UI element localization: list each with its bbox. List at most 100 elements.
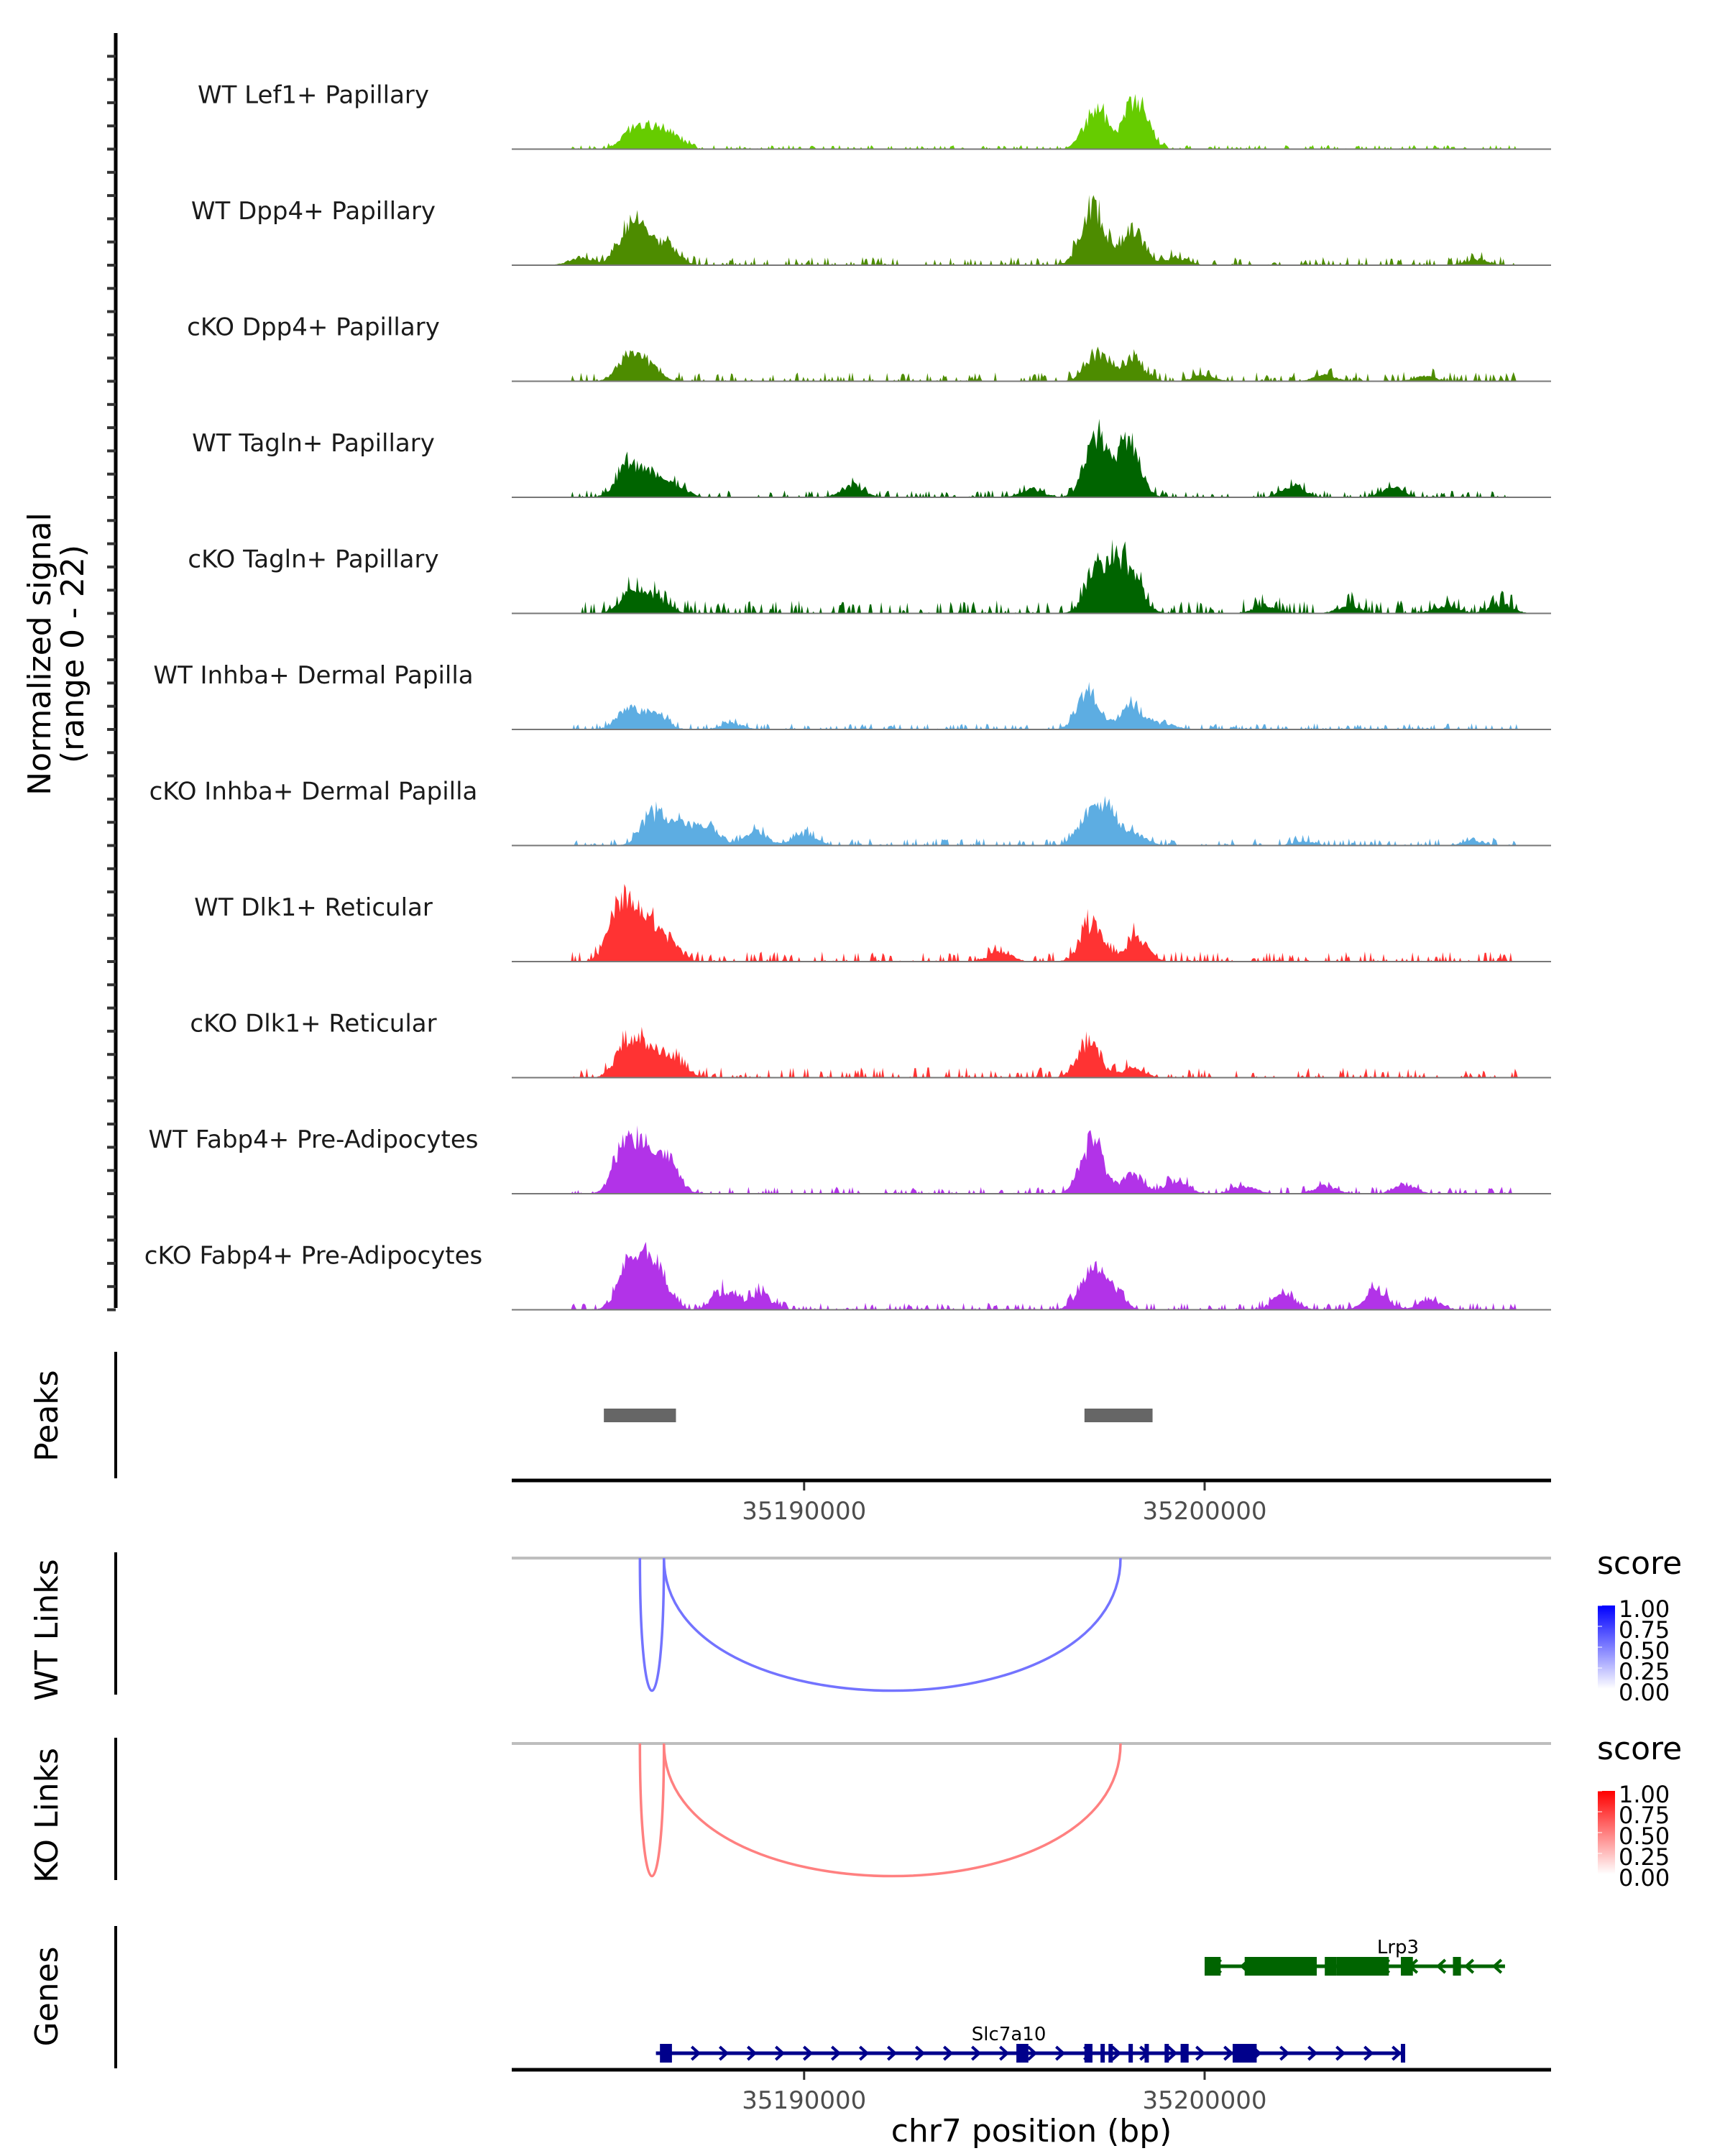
- link-arc: [638, 1557, 666, 1692]
- strand-arrow-right-icon: [775, 2045, 786, 2061]
- strand-arrow-right-icon: [1027, 2045, 1038, 2061]
- coverage-track: WT Dpp4+ Papillary: [191, 195, 1551, 266]
- coverage-track: WT Inhba+ Dermal Papilla: [153, 661, 1551, 730]
- link-arc: [662, 1743, 1122, 1878]
- coverage-track: cKO Fabp4+ Pre-Adipocytes: [144, 1242, 1551, 1311]
- gene-name-label: Lrp3: [1377, 1937, 1419, 1958]
- signal-area: [512, 884, 1551, 962]
- signal-area: [512, 1026, 1551, 1078]
- strand-arrow-right-icon: [1111, 2045, 1122, 2061]
- signal-area: [512, 93, 1551, 149]
- legend-label: 0.00: [1619, 1679, 1670, 1706]
- gene-exon: [1084, 2044, 1092, 2063]
- links-track-label: WT Links: [29, 1559, 65, 1700]
- coverage-track: cKO Dpp4+ Papillary: [187, 313, 1551, 382]
- strand-arrow-right-icon: [859, 2045, 870, 2061]
- peak-ranges: [604, 1409, 1153, 1422]
- link-arc: [638, 1743, 666, 1877]
- peak-range: [604, 1409, 676, 1422]
- x-tick-label: 35200000: [1142, 2086, 1266, 2115]
- gene-exon: [1108, 2044, 1113, 2063]
- gene-exon: [1233, 2044, 1257, 2063]
- peak-range: [1084, 1409, 1153, 1422]
- legend-label: 1.00: [1619, 1595, 1670, 1623]
- gene-exon: [1325, 1957, 1337, 1976]
- signal-area: [512, 681, 1551, 729]
- strand-arrow-right-icon: [1195, 2045, 1206, 2061]
- strand-arrow-right-icon: [915, 2045, 926, 2061]
- coverage-track: cKO Tagln+ Papillary: [188, 539, 1551, 614]
- coverage-left-ticks: [107, 55, 116, 1312]
- strand-arrow-right-icon: [747, 2045, 758, 2061]
- x-axis-bottom-ticks: 35190000 35200000: [742, 2071, 1267, 2115]
- track-label: WT Dlk1+ Reticular: [194, 893, 433, 922]
- gene-exon: [1128, 2044, 1133, 2063]
- signal-area: [512, 346, 1551, 382]
- strand-arrow-right-icon: [803, 2045, 814, 2061]
- coverage-track: WT Fabp4+ Pre-Adipocytes: [149, 1125, 1551, 1194]
- gene-exon: [1180, 2044, 1189, 2063]
- coverage-ylabel-line1: Normalized signal: [22, 512, 58, 796]
- gene-exon: [1016, 2044, 1029, 2063]
- strand-arrow-left-icon: [1435, 1958, 1447, 1974]
- coverage-track: cKO Dlk1+ Reticular: [190, 1010, 1551, 1079]
- x-tick-label: 35190000: [742, 2086, 866, 2115]
- strand-arrow-right-icon: [1392, 2045, 1402, 2061]
- strand-arrow-right-icon: [690, 2045, 702, 2061]
- strand-arrow-right-icon: [1363, 2045, 1374, 2061]
- gene-exon: [1453, 1957, 1461, 1976]
- track-label: WT Fabp4+ Pre-Adipocytes: [149, 1125, 479, 1154]
- legend-label: 0.50: [1619, 1637, 1670, 1664]
- track-label: cKO Dlk1+ Reticular: [190, 1010, 436, 1038]
- strand-arrow-right-icon: [999, 2045, 1010, 2061]
- coverage-ylabel-line2: (range 0 - 22): [55, 545, 91, 763]
- gene-exon: [1144, 2044, 1149, 2063]
- track-label: WT Inhba+ Dermal Papilla: [153, 661, 473, 690]
- coverage-track: WT Tagln+ Papillary: [192, 418, 1551, 498]
- links-tracks: WT Links KO Links: [29, 1552, 1551, 1883]
- gene-model: Lrp3: [1205, 1937, 1505, 1976]
- track-label: WT Lef1+ Papillary: [198, 81, 429, 110]
- peaks-track-label: Peaks: [29, 1370, 65, 1461]
- coverage-track: cKO Inhba+ Dermal Papilla: [150, 778, 1551, 847]
- coverage-track: WT Lef1+ Papillary: [198, 81, 1551, 150]
- signal-area: [512, 418, 1551, 497]
- gene-models: Lrp3 Slc7a10: [656, 1937, 1505, 2063]
- track-label: WT Tagln+ Papillary: [192, 429, 435, 458]
- links-track: KO Links: [29, 1738, 1551, 1883]
- signal-area: [512, 1242, 1551, 1310]
- signal-area: [512, 195, 1551, 265]
- x-axis-title: chr7 position (bp): [891, 2113, 1172, 2150]
- x-tick-label: 35190000: [742, 1497, 866, 1526]
- strand-arrow-left-icon: [1491, 1958, 1503, 1974]
- legend-title: score: [1597, 1731, 1682, 1767]
- score-legend: score 1.000.750.500.250.00: [1597, 1731, 1682, 1892]
- gene-exon: [660, 2044, 672, 2063]
- links-track: WT Links: [29, 1552, 1551, 1701]
- strand-arrow-right-icon: [1307, 2045, 1318, 2061]
- coverage-tracks: WT Lef1+ Papillary WT Dpp4+ Papillary cKO …: [144, 81, 1551, 1311]
- genes-track-label: Genes: [29, 1946, 65, 2046]
- gene-model: Slc7a10: [656, 2024, 1406, 2063]
- gene-exon: [1401, 1957, 1413, 1976]
- track-label: cKO Inhba+ Dermal Papilla: [150, 778, 478, 806]
- legend-label: 0.00: [1619, 1864, 1670, 1892]
- x-tick-label: 35200000: [1142, 1497, 1266, 1526]
- score-legends: score1.000.750.500.250.00score1.000.750.…: [1597, 1545, 1682, 1892]
- track-label: WT Dpp4+ Papillary: [191, 197, 436, 226]
- strand-arrow-right-icon: [971, 2045, 982, 2061]
- strand-arrow-right-icon: [1055, 2045, 1066, 2061]
- gene-exon: [1336, 1957, 1389, 1976]
- legend-label: 0.75: [1619, 1802, 1670, 1829]
- strand-arrow-right-icon: [718, 2045, 730, 2061]
- strand-arrow-right-icon: [831, 2045, 842, 2061]
- strand-arrow-right-icon: [1223, 2045, 1234, 2061]
- gene-exon: [1244, 1957, 1317, 1976]
- gene-exon: [1100, 2044, 1105, 2063]
- strand-arrow-right-icon: [1167, 2045, 1178, 2061]
- gene-exon: [1401, 2044, 1406, 2063]
- gene-exon: [1205, 1957, 1221, 1976]
- legend-label: 0.75: [1619, 1616, 1670, 1644]
- gene-name-label: Slc7a10: [972, 2024, 1046, 2045]
